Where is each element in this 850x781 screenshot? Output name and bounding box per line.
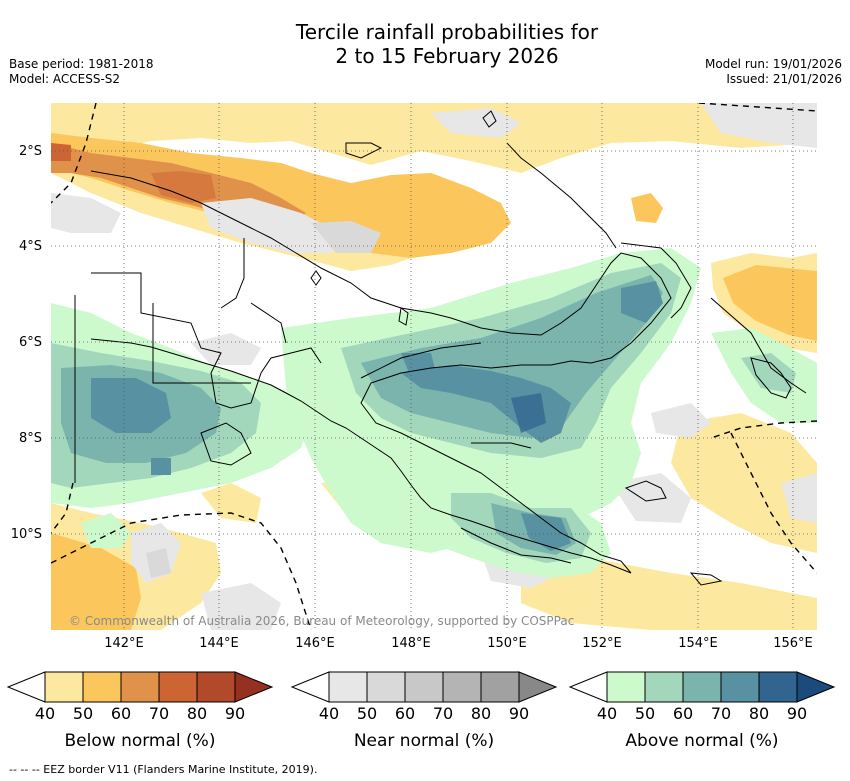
meta-left: Base period: 1981-2018 Model: ACCESS-S2 <box>9 57 154 87</box>
cbar-above-arrow-left <box>568 671 608 703</box>
model-run: Model run: 19/01/2026 <box>704 57 842 71</box>
cbar-below-swatch-5 <box>196 671 236 703</box>
cbar-near-tick-50: 50 <box>356 704 378 723</box>
cbar-near-swatch-4 <box>442 671 482 703</box>
cbar-near-swatch-1 <box>328 671 368 703</box>
cbar-near-tick-80: 80 <box>470 704 492 723</box>
eez-note: -- -- -- EEZ border V11 (Flanders Marine… <box>9 763 318 776</box>
cbar-below-label: Below normal (%) <box>64 731 216 751</box>
cbar-below-tick-90: 90 <box>224 704 246 723</box>
cbar-near-tick-40: 40 <box>318 704 340 723</box>
cbar-above-swatch-3 <box>682 671 722 703</box>
model-name: Model: ACCESS-S2 <box>9 72 121 86</box>
cbar-below-swatch-4 <box>158 671 198 703</box>
copyright-notice: © Commonwealth of Australia 2026, Bureau… <box>69 614 575 628</box>
cbar-above-tick-40: 40 <box>596 704 618 723</box>
issued-date: Issued: 21/01/2026 <box>726 72 842 86</box>
lon-label-154e: 154°E <box>678 636 718 651</box>
cbar-near-tick-70: 70 <box>432 704 454 723</box>
cbar-near-swatch-3 <box>404 671 444 703</box>
lon-label-152e: 152°E <box>582 636 622 651</box>
cbar-below-tick-50: 50 <box>72 704 94 723</box>
lon-label-144e: 144°E <box>199 636 239 651</box>
cbar-below-tick-60: 60 <box>110 704 132 723</box>
lat-label-8s: 8°S <box>18 431 42 446</box>
cbar-above-arrow-right <box>796 671 836 703</box>
cbar-below-tick-40: 40 <box>34 704 56 723</box>
cbar-below-swatch-2 <box>82 671 122 703</box>
cbar-below-arrow-right <box>234 671 274 703</box>
cbar-near-tick-60: 60 <box>394 704 416 723</box>
cbar-near-swatch-2 <box>366 671 406 703</box>
cbar-below-swatch-3 <box>120 671 160 703</box>
lon-label-150e: 150°E <box>487 636 527 651</box>
above-normal-regions <box>51 248 817 578</box>
cbar-above-label: Above normal (%) <box>625 731 779 751</box>
cbar-near-label: Near normal (%) <box>353 731 495 751</box>
cbar-near-arrow-left <box>290 671 330 703</box>
title-line-2: 2 to 15 February 2026 <box>335 44 559 68</box>
cbar-near-tick-90: 90 <box>508 704 530 723</box>
cbar-above-tick-70: 70 <box>710 704 732 723</box>
cbar-below-arrow-left <box>6 671 46 703</box>
near-normal-regions <box>51 103 817 630</box>
land-outlines <box>74 110 807 586</box>
cbar-above-swatch-5 <box>758 671 798 703</box>
lon-label-156e: 156°E <box>773 636 813 651</box>
lat-label-10s: 10°S <box>10 527 42 542</box>
colorbar-below-normal <box>6 671 274 703</box>
cbar-above-swatch-4 <box>720 671 760 703</box>
cbar-near-swatch-5 <box>480 671 520 703</box>
below-normal-region-east <box>521 253 817 630</box>
base-period: Base period: 1981-2018 <box>9 57 154 71</box>
cbar-below-swatch-1 <box>44 671 84 703</box>
lat-label-4s: 4°S <box>18 239 42 254</box>
cbar-near-arrow-right <box>518 671 558 703</box>
cbar-above-tick-90: 90 <box>786 704 808 723</box>
lon-label-146e: 146°E <box>295 636 335 651</box>
rainfall-map <box>51 103 817 630</box>
map-title: Tercile rainfall probabilities for 2 to … <box>0 20 850 68</box>
title-line-1: Tercile rainfall probabilities for <box>295 20 599 44</box>
lon-label-148e: 148°E <box>391 636 431 651</box>
cbar-above-tick-60: 60 <box>672 704 694 723</box>
meta-right: Model run: 19/01/2026 Issued: 21/01/2026 <box>705 57 842 87</box>
cbar-above-swatch-1 <box>606 671 646 703</box>
lat-label-2s: 2°S <box>18 144 42 159</box>
lat-label-6s: 6°S <box>18 335 42 350</box>
colorbar-above-normal <box>568 671 836 703</box>
cbar-above-swatch-2 <box>644 671 684 703</box>
lon-label-142e: 142°E <box>104 636 144 651</box>
cbar-above-tick-80: 80 <box>748 704 770 723</box>
cbar-below-tick-70: 70 <box>148 704 170 723</box>
eez-borders <box>51 103 817 630</box>
colorbars <box>6 671 836 703</box>
cbar-below-tick-80: 80 <box>186 704 208 723</box>
cbar-above-tick-50: 50 <box>634 704 656 723</box>
colorbar-near-normal <box>290 671 558 703</box>
